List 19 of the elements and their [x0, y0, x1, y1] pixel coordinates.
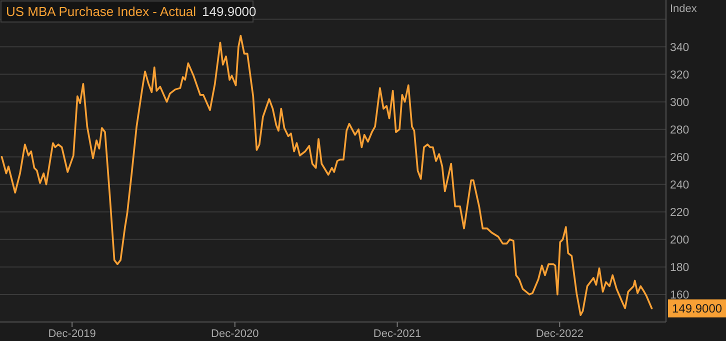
y-tick-label: 160 — [670, 289, 690, 302]
y-tick-label: 320 — [670, 69, 690, 82]
x-tick-label: Dec-2019 — [48, 328, 96, 340]
y-tick-label: 300 — [670, 96, 690, 109]
y-tick-label: 180 — [670, 262, 690, 274]
x-tick-label: Dec-2020 — [211, 328, 259, 340]
y-tick-label: 280 — [670, 124, 690, 136]
y-tick-label: 220 — [670, 206, 690, 219]
y-axis-title: Index — [670, 3, 698, 15]
y-tick-label: 200 — [670, 234, 690, 246]
y-tick-label: 240 — [670, 179, 690, 192]
x-tick-label: Dec-2021 — [373, 328, 422, 340]
x-tick-label: Dec-2022 — [536, 328, 584, 340]
text: 149.9000 — [672, 301, 722, 316]
y-tick-label: 340 — [670, 42, 690, 54]
y-tick-label: 260 — [670, 152, 690, 164]
chart-title: US MBA Purchase Index - Actual — [6, 4, 196, 19]
line-series — [0, 34, 653, 316]
annotation: 149.9000 — [202, 4, 256, 19]
